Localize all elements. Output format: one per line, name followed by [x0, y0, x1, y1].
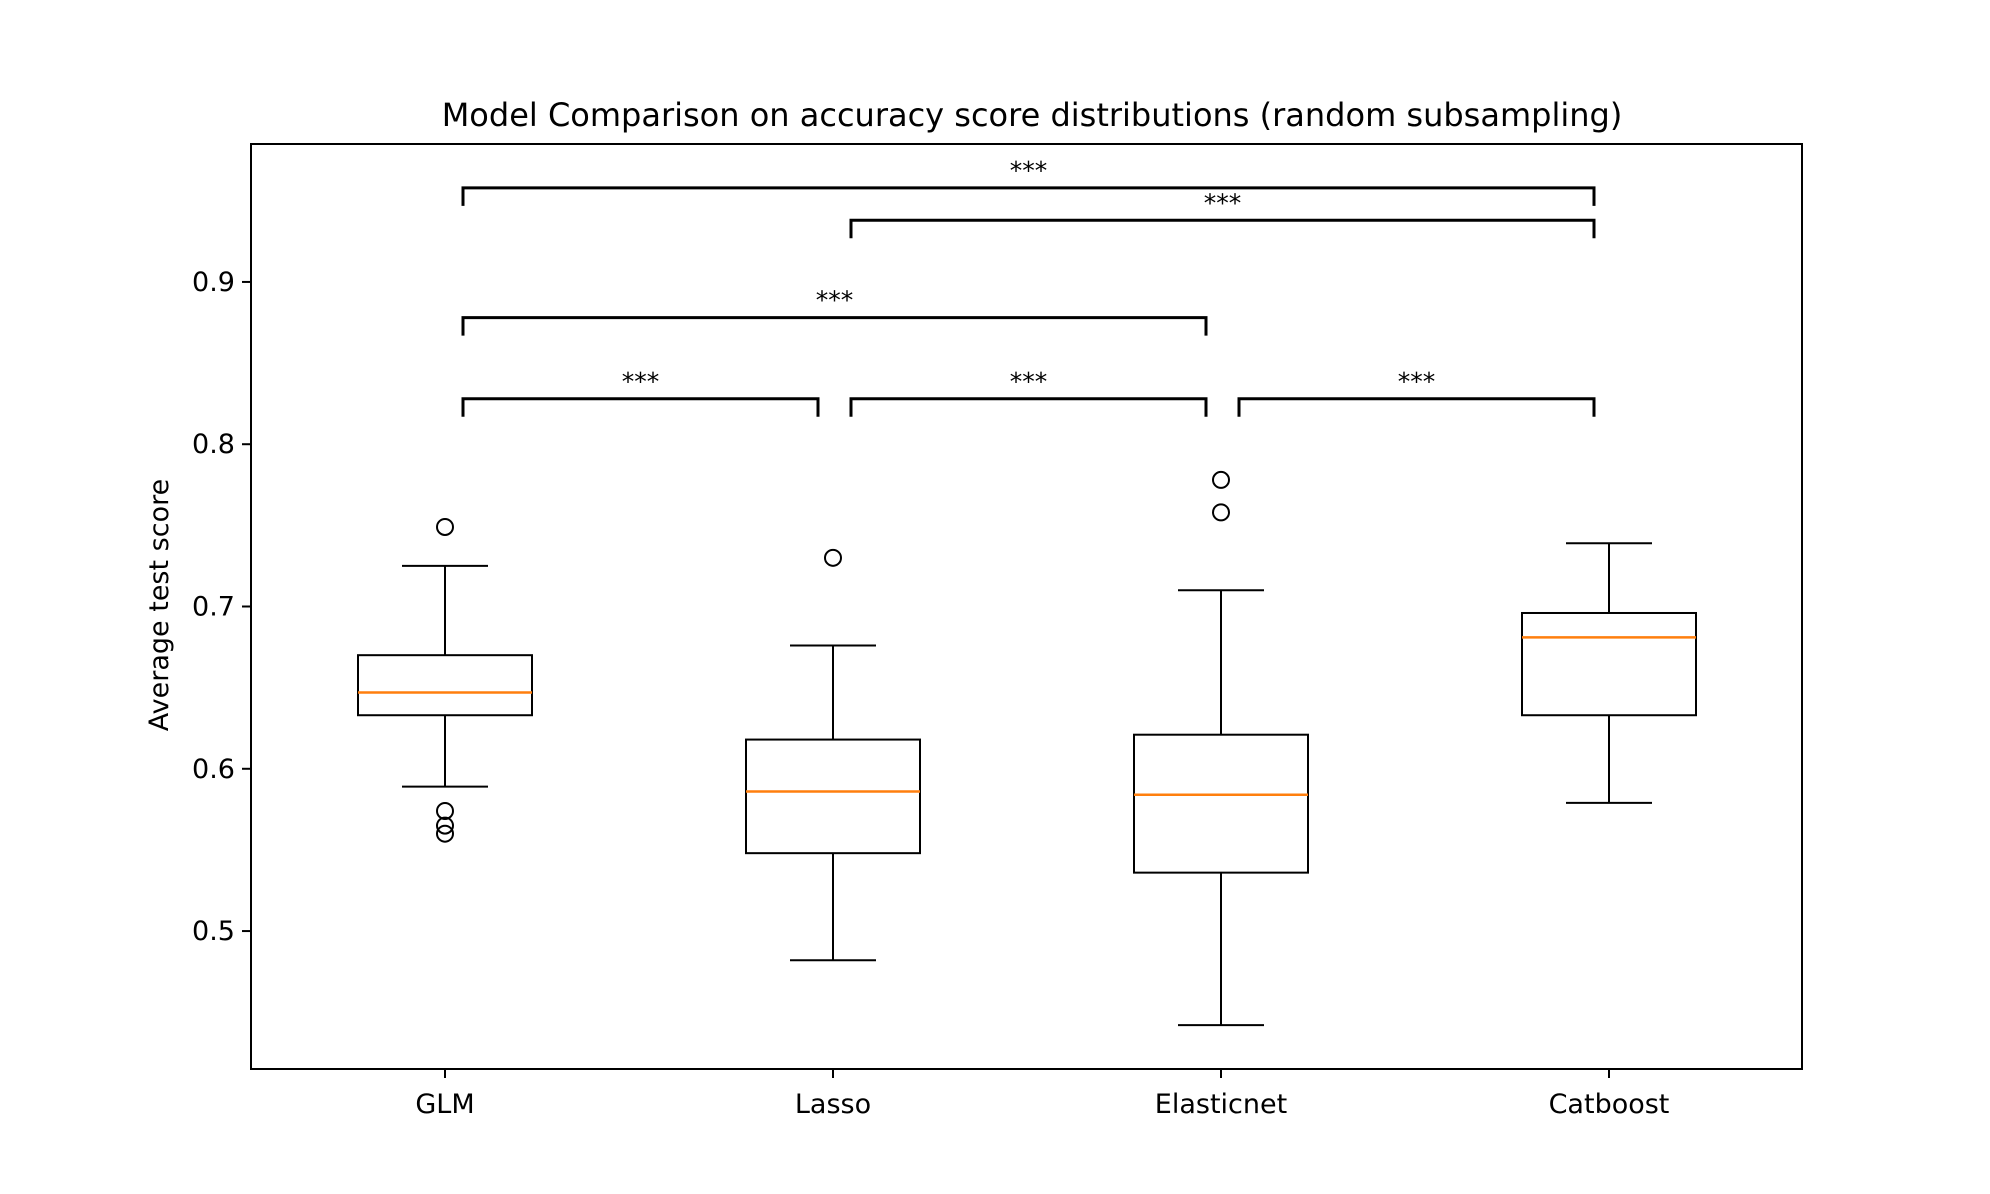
x-tick-label: Elasticnet	[1155, 1089, 1287, 1120]
bracket-line	[461, 397, 820, 417]
plot-area-frame	[250, 143, 1803, 1070]
outlier-point	[1212, 503, 1230, 522]
significance-label: ***	[1010, 367, 1048, 396]
y-tick-label: 0.9	[192, 267, 235, 298]
iqr-box	[1133, 733, 1309, 874]
significance-annotations: *** *** *** *** *** ***	[461, 156, 1596, 417]
significance-bracket: ***	[1237, 367, 1596, 417]
y-axis: 0.5 0.6 0.7 0.8 0.9	[192, 267, 251, 947]
significance-label: ***	[622, 367, 660, 396]
significance-label: ***	[1398, 367, 1436, 396]
y-tick-label: 0.7	[192, 592, 235, 623]
outlier-point	[436, 517, 454, 536]
significance-label: ***	[1010, 156, 1048, 185]
significance-bracket: ***	[849, 367, 1208, 417]
bracket-line	[461, 316, 1208, 336]
box-glm	[357, 517, 533, 843]
significance-bracket: ***	[849, 188, 1596, 239]
bracket-line	[849, 218, 1596, 239]
outlier-point	[824, 548, 842, 567]
outlier-point	[436, 816, 454, 835]
outlier-point	[436, 824, 454, 843]
x-tick-label: Lasso	[795, 1089, 871, 1120]
outlier-point	[436, 801, 454, 820]
significance-bracket: ***	[461, 367, 820, 417]
significance-label: ***	[816, 286, 854, 315]
box-catboost	[1521, 542, 1697, 804]
iqr-box	[745, 738, 921, 855]
box-elasticnet	[1133, 470, 1309, 1027]
bracket-line	[461, 186, 1596, 206]
significance-label: ***	[1204, 188, 1242, 217]
x-axis: GLM Lasso Elasticnet Catboost	[415, 1069, 1669, 1120]
y-axis-label: Average test score	[144, 479, 175, 731]
iqr-box	[357, 654, 533, 717]
boxes-group	[357, 470, 1697, 1027]
y-tick-label: 0.5	[192, 916, 235, 947]
bracket-line	[1237, 397, 1596, 417]
box-lasso	[745, 548, 921, 962]
x-tick-label: GLM	[415, 1089, 474, 1120]
bracket-line	[849, 397, 1208, 417]
x-tick-label: Catboost	[1549, 1089, 1670, 1120]
chart-title: Model Comparison on accuracy score distr…	[442, 96, 1623, 134]
y-tick-label: 0.8	[192, 429, 235, 460]
iqr-box	[1521, 611, 1697, 717]
y-tick-label: 0.6	[192, 754, 235, 785]
significance-bracket: ***	[461, 286, 1208, 336]
outlier-point	[1212, 470, 1230, 489]
significance-bracket: ***	[461, 156, 1596, 206]
